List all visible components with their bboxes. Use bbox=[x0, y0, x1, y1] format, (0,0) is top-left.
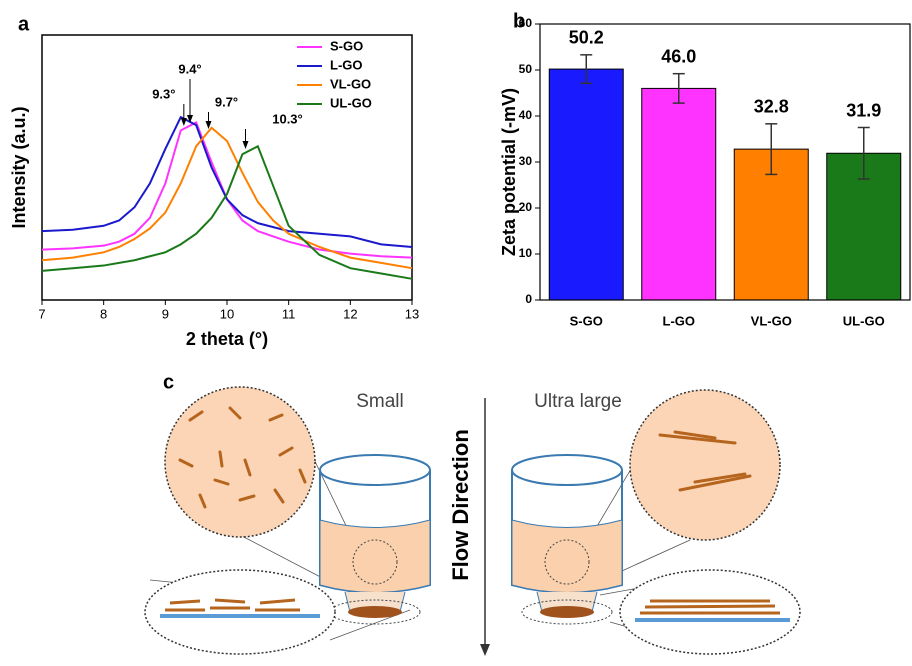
x-tick-label: L-GO bbox=[663, 313, 696, 328]
legend-label: S-GO bbox=[330, 38, 363, 53]
y-tick-label: 50 bbox=[519, 62, 533, 76]
y-axis-title: Zeta potential (-mV) bbox=[499, 88, 519, 256]
value-label: 32.8 bbox=[754, 97, 789, 117]
legend-label: VL-GO bbox=[330, 76, 371, 91]
value-label: 50.2 bbox=[569, 28, 604, 48]
x-tick-label: 12 bbox=[343, 306, 357, 321]
value-label: 31.9 bbox=[846, 100, 881, 120]
x-tick-label: 7 bbox=[38, 306, 45, 321]
x-tick-label: VL-GO bbox=[751, 313, 792, 328]
bar bbox=[549, 69, 623, 300]
figure: c Small Ultra large Flow Direction a 7 8 9 1… bbox=[0, 0, 912, 666]
x-tick-label: UL-GO bbox=[843, 313, 885, 328]
panel-label: c bbox=[163, 371, 174, 393]
label: Small bbox=[356, 391, 404, 412]
y-tick-label: 0 bbox=[525, 292, 532, 306]
peak-label: 10.3° bbox=[272, 111, 303, 126]
y-tick-label: 10 bbox=[519, 246, 533, 260]
panel-label: a bbox=[18, 13, 30, 35]
label: Ultra large bbox=[534, 391, 622, 412]
peak-label: 9.7° bbox=[215, 94, 238, 109]
legend-label: L-GO bbox=[330, 57, 363, 72]
flow-label: Flow Direction bbox=[448, 429, 473, 581]
y-axis-title: Intensity (a.u.) bbox=[9, 106, 29, 228]
bar bbox=[642, 88, 716, 300]
peak-arrowhead bbox=[181, 118, 187, 126]
y-tick-label: 20 bbox=[519, 200, 533, 214]
y-tick-label: 60 bbox=[519, 16, 533, 30]
x-tick-label: 10 bbox=[220, 306, 234, 321]
value-label: 46.0 bbox=[661, 46, 696, 66]
x-tick-label: S-GO bbox=[570, 313, 603, 328]
x-tick-label: 9 bbox=[162, 306, 169, 321]
x-tick-label: 8 bbox=[100, 306, 107, 321]
plot-frame bbox=[42, 35, 412, 300]
peak-label: 9.4° bbox=[178, 61, 201, 76]
line-series bbox=[42, 117, 412, 247]
legend-label: UL-GO bbox=[330, 95, 372, 110]
y-tick-label: 40 bbox=[519, 108, 533, 122]
x-tick-label: 13 bbox=[405, 306, 419, 321]
peak-label: 9.3° bbox=[152, 86, 175, 101]
peak-arrowhead bbox=[243, 141, 249, 149]
x-axis-title: 2 theta (°) bbox=[186, 329, 268, 349]
y-tick-label: 30 bbox=[519, 154, 533, 168]
x-tick-label: 11 bbox=[282, 306, 296, 321]
